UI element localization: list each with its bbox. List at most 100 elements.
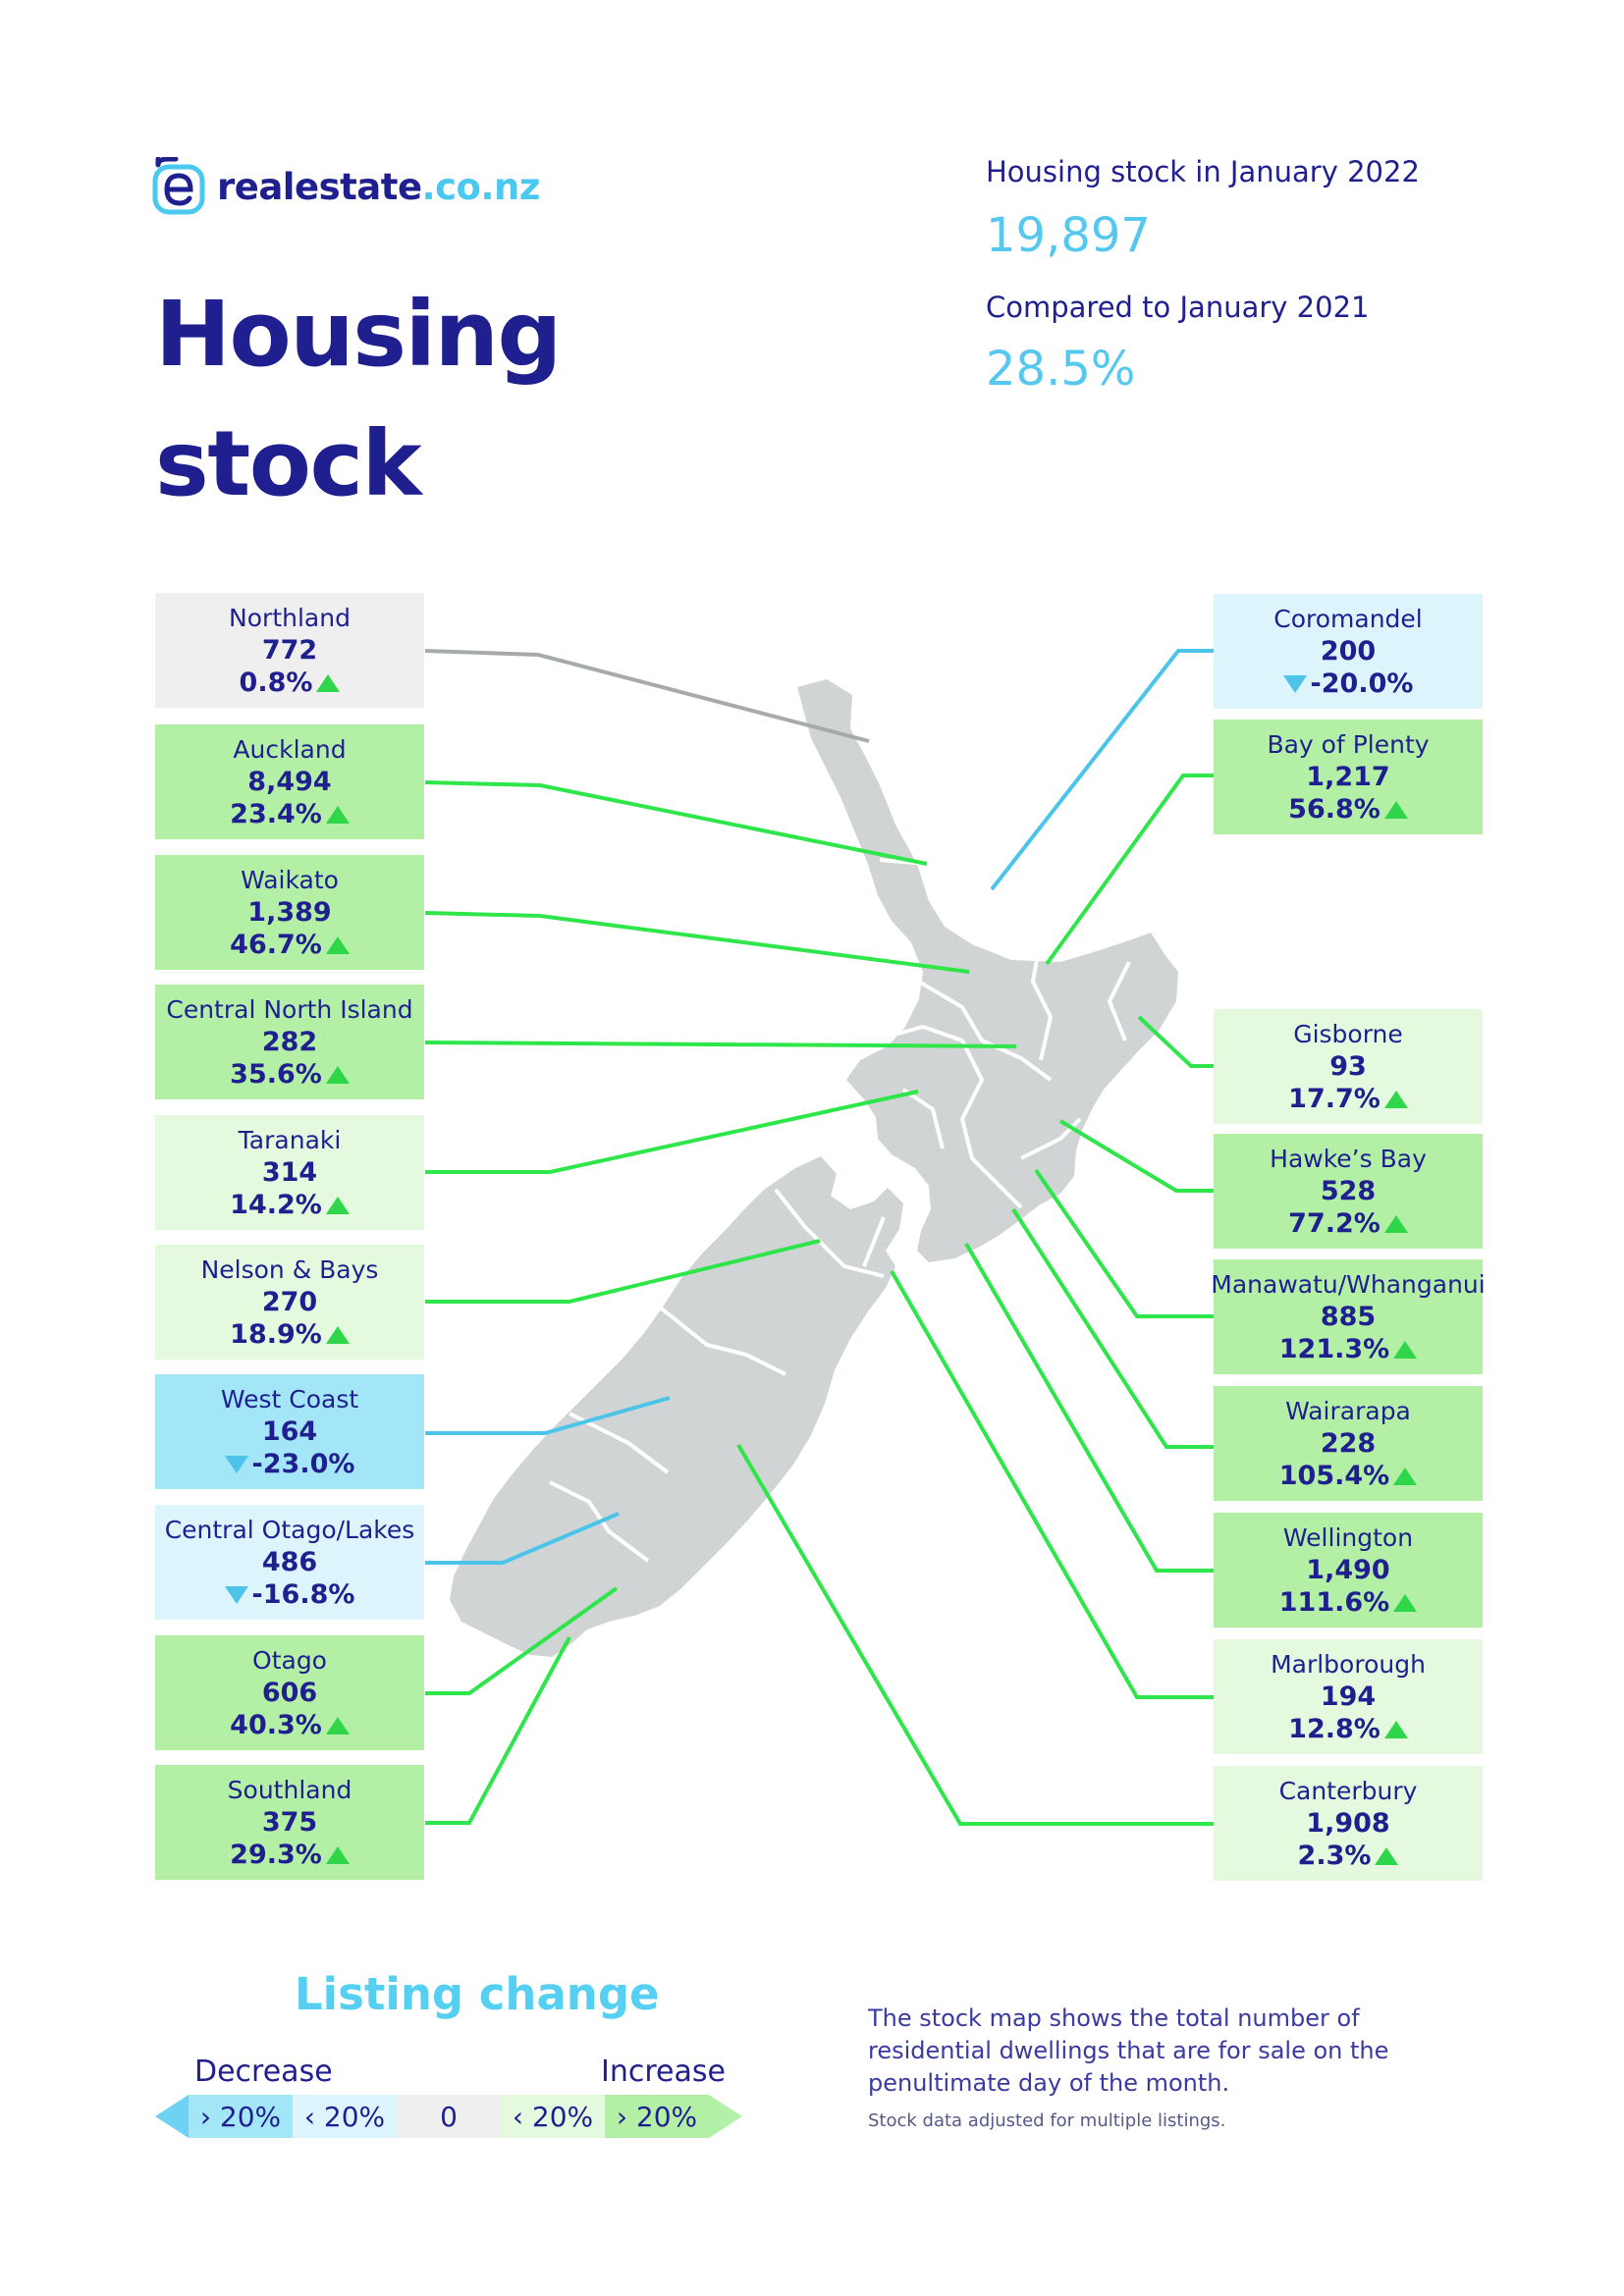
region-box-taranaki[interactable]: Taranaki 314 14.2% (155, 1115, 424, 1230)
region-stock: 528 (1320, 1176, 1377, 1206)
region-name: Southland (227, 1776, 352, 1804)
region-stock: 772 (261, 635, 318, 666)
region-name: Auckland (233, 735, 347, 764)
region-stock: 93 (1329, 1051, 1367, 1082)
logo-mark-icon (152, 157, 205, 215)
region-stock: 270 (261, 1287, 318, 1317)
increase-icon (1393, 1340, 1418, 1359)
region-name: Wairarapa (1285, 1397, 1411, 1425)
region-stock: 164 (261, 1416, 318, 1447)
region-box-wellington[interactable]: Wellington 1,490 111.6% (1214, 1513, 1483, 1628)
region-box-central-north-island[interactable]: Central North Island 282 35.6% (155, 985, 424, 1099)
region-stock: 282 (261, 1027, 318, 1057)
region-stock: 194 (1320, 1682, 1377, 1712)
region-box-west-coast[interactable]: West Coast 164 -23.0% (155, 1374, 424, 1489)
region-stock: 1,908 (1306, 1808, 1390, 1839)
leader-waikato (424, 911, 970, 974)
region-change: 35.6% (230, 1059, 322, 1090)
leader-gisborne (1137, 1015, 1214, 1068)
region-name: Otago (252, 1646, 327, 1675)
region-name: West Coast (220, 1385, 359, 1414)
region-stock: 200 (1320, 636, 1377, 667)
region-name: Northland (229, 604, 351, 632)
region-name: Wellington (1282, 1523, 1414, 1552)
leader-wairarapa (1011, 1207, 1214, 1449)
region-change: 56.8% (1288, 794, 1380, 825)
increase-icon (1393, 1593, 1418, 1612)
region-box-gisborne[interactable]: Gisborne 93 17.7% (1214, 1009, 1483, 1124)
region-box-hawkes-bay[interactable]: Hawke’s Bay 528 77.2% (1214, 1134, 1483, 1249)
legend-title: Listing change (295, 1968, 660, 2020)
leader-canterbury (736, 1443, 1214, 1826)
legend-scale: › 20% ‹ 20% 0 ‹ 20% › 20% (155, 2095, 742, 2138)
region-box-waikato[interactable]: Waikato 1,389 46.7% (155, 855, 424, 970)
region-box-central-otago[interactable]: Central Otago/Lakes 486 -16.8% (155, 1505, 424, 1620)
region-change: 12.8% (1288, 1714, 1380, 1744)
leader-wellington (964, 1242, 1214, 1573)
leader-marlborough (890, 1270, 1214, 1699)
region-box-otago[interactable]: Otago 606 40.3% (155, 1635, 424, 1750)
leader-nelson (425, 1239, 821, 1304)
region-name: Central Otago/Lakes (164, 1516, 415, 1544)
increase-icon (316, 673, 341, 692)
region-change: 2.3% (1297, 1841, 1372, 1871)
increase-icon (325, 1196, 350, 1214)
south-island-shape (450, 1156, 903, 1657)
region-name: Taranaki (238, 1126, 342, 1154)
region-change: 17.7% (1288, 1084, 1380, 1114)
page-title-line-1: Housing (155, 282, 562, 387)
north-island-shape (797, 679, 1178, 1262)
region-box-marlborough[interactable]: Marlborough 194 12.8% (1214, 1639, 1483, 1754)
region-box-manawatu[interactable]: Manawatu/Whanganui 885 121.3% (1211, 1259, 1486, 1374)
increase-icon (1375, 1846, 1399, 1865)
region-change: 40.3% (230, 1710, 322, 1740)
region-box-coromandel[interactable]: Coromandel 200 -20.0% (1214, 594, 1483, 709)
stock-value: 19,897 (986, 208, 1151, 263)
leader-bop (1045, 774, 1214, 966)
region-name: Hawke’s Bay (1270, 1145, 1427, 1173)
region-box-nelson-bays[interactable]: Nelson & Bays 270 18.9% (155, 1245, 424, 1360)
region-box-bay-of-plenty[interactable]: Bay of Plenty 1,217 56.8% (1214, 720, 1483, 834)
brand-tld: .co.nz (421, 165, 541, 208)
region-boundaries (549, 858, 1131, 1563)
increase-icon (1383, 1720, 1408, 1738)
region-stock: 8,494 (247, 767, 332, 797)
region-name: Central North Island (166, 995, 413, 1024)
region-box-wairarapa[interactable]: Wairarapa 228 105.4% (1214, 1386, 1483, 1501)
decrease-icon (1282, 674, 1307, 693)
leader-otago (425, 1586, 619, 1695)
region-name: Manawatu/Whanganui (1211, 1270, 1486, 1299)
region-name: Waikato (241, 866, 339, 894)
region-box-northland[interactable]: Northland 772 0.8% (155, 593, 424, 708)
footnote: The stock map shows the total number of … (868, 2004, 1389, 2097)
increase-icon (325, 1065, 350, 1084)
compare-value: 28.5% (986, 342, 1136, 397)
region-name: Coromandel (1273, 605, 1423, 633)
region-stock: 375 (261, 1807, 318, 1838)
region-name: Gisborne (1293, 1020, 1403, 1048)
increase-icon (325, 1325, 350, 1344)
region-name: Marlborough (1271, 1650, 1426, 1679)
increase-icon (1383, 1214, 1408, 1233)
region-box-southland[interactable]: Southland 375 29.3% (155, 1765, 424, 1880)
legend-segment-dec-high: › 20% (189, 2095, 293, 2138)
region-box-canterbury[interactable]: Canterbury 1,908 2.3% (1214, 1766, 1483, 1881)
region-box-auckland[interactable]: Auckland 8,494 23.4% (155, 724, 424, 839)
arrow-right-icon (709, 2095, 742, 2138)
increase-icon (325, 935, 350, 954)
increase-icon (325, 1716, 350, 1735)
region-change: -23.0% (251, 1449, 355, 1479)
legend-decrease-label: Decrease (194, 2055, 333, 2089)
legend-segment-neutral: 0 (397, 2095, 501, 2138)
legend-segment-dec-low: ‹ 20% (293, 2095, 397, 2138)
leader-centralotago (425, 1512, 620, 1565)
leader-coromandel (990, 649, 1214, 891)
region-stock: 1,490 (1306, 1555, 1390, 1585)
region-change: 18.9% (230, 1319, 322, 1350)
region-stock: 228 (1320, 1428, 1377, 1459)
leader-manawatu (1034, 1168, 1214, 1318)
legend-segment-inc-low: ‹ 20% (501, 2095, 605, 2138)
realestate-logo[interactable]: realestate.co.nz (152, 155, 540, 218)
region-change: 0.8% (239, 667, 313, 698)
